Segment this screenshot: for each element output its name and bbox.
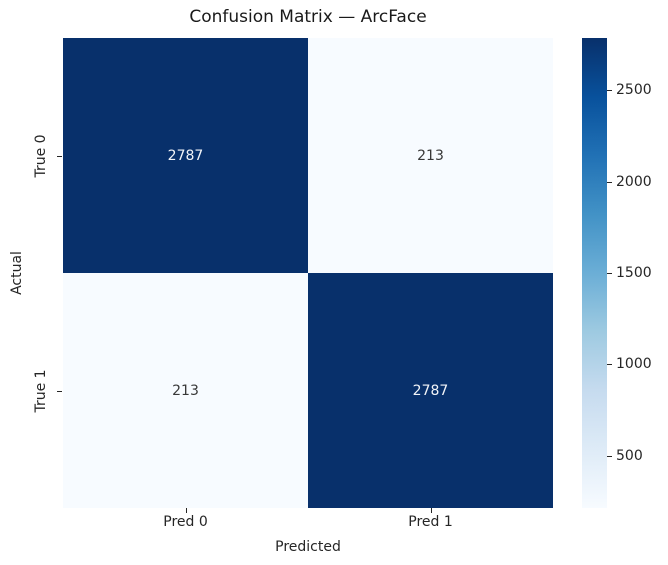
- colorbar-tick-mark: [607, 455, 612, 457]
- x-tick-mark: [185, 508, 187, 513]
- y-tick-label: True 0: [33, 133, 49, 178]
- y-axis-label: Actual: [9, 251, 25, 295]
- colorbar-tick-label: 500: [616, 447, 643, 464]
- x-axis-label: Predicted: [275, 539, 341, 555]
- colorbar: [582, 38, 607, 508]
- heatmap-cell-true0-pred0: 2787: [63, 38, 308, 273]
- cell-value: 213: [172, 382, 199, 399]
- colorbar-tick-label: 2000: [616, 173, 652, 190]
- y-tick-label: True 1: [33, 368, 49, 413]
- colorbar-tick-mark: [607, 364, 612, 366]
- x-tick-label: Pred 1: [408, 514, 453, 530]
- heatmap-cell-true1-pred0: 213: [63, 273, 308, 508]
- heatmap: 2787 213 213 2787: [63, 38, 553, 508]
- colorbar-tick-label: 1500: [616, 265, 652, 281]
- cell-value: 2787: [167, 147, 204, 164]
- cell-value: 2787: [412, 382, 449, 399]
- y-tick-mark: [57, 155, 62, 157]
- colorbar-tick-label: 1000: [616, 356, 652, 373]
- y-tick-mark: [57, 390, 62, 392]
- colorbar-tick-mark: [607, 90, 612, 92]
- x-tick-label: Pred 0: [163, 514, 208, 530]
- colorbar-tick-mark: [607, 181, 612, 183]
- heatmap-cell-true0-pred1: 213: [308, 38, 553, 273]
- x-tick-mark: [430, 508, 432, 513]
- colorbar-tick-mark: [607, 273, 612, 274]
- chart-title: Confusion Matrix — ArcFace: [189, 7, 427, 27]
- cell-value: 213: [417, 147, 444, 164]
- colorbar-tick-label: 2500: [616, 82, 652, 99]
- heatmap-cell-true1-pred1: 2787: [308, 273, 553, 508]
